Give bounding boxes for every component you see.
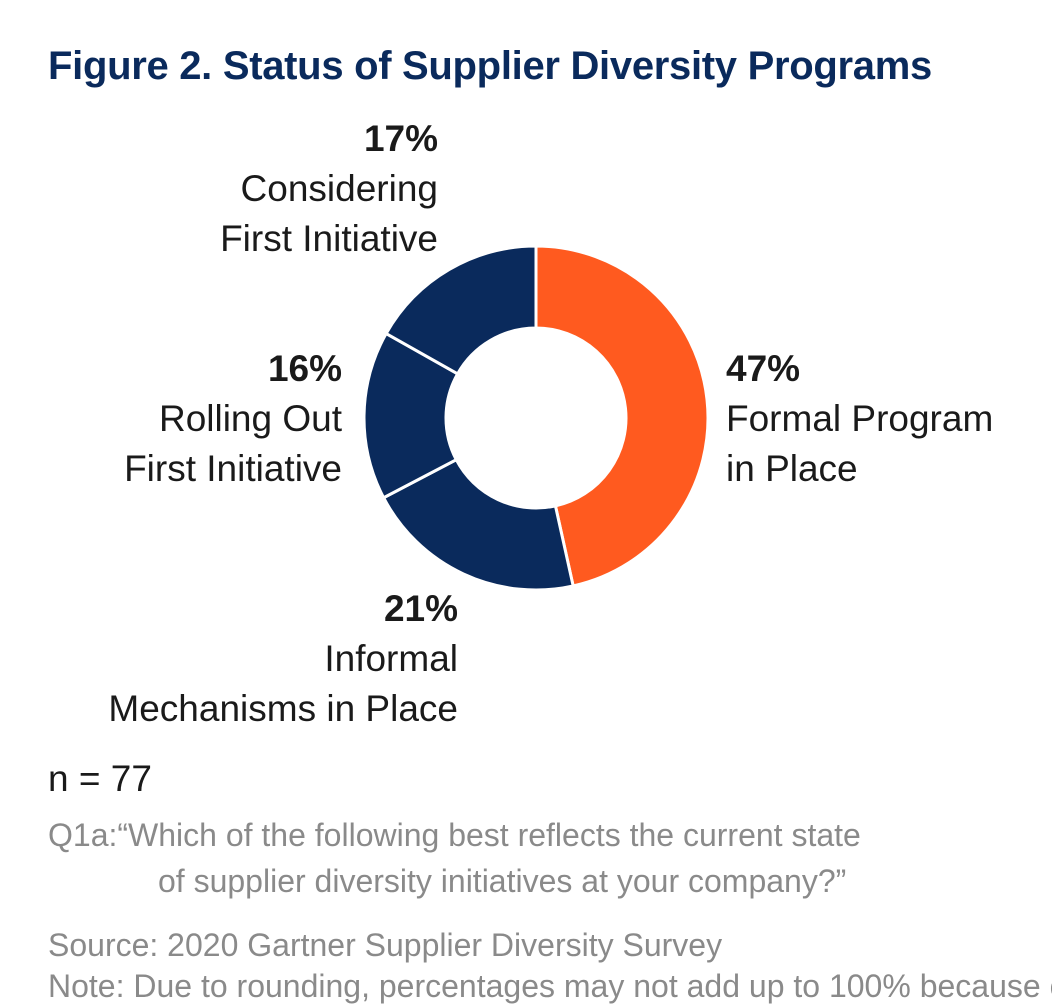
slice-label-considering: 17% Considering First Initiative [220,114,438,264]
slice-formal-program [534,244,710,588]
slice-value-label: 47% [726,348,801,389]
chart-title: Figure 2. Status of Supplier Diversity P… [48,44,932,88]
slice-category-label: Informal [324,638,458,679]
slice-category-label: Rolling Out [158,398,342,439]
footnote: Note: Due to rounding, percentages may n… [48,968,1052,1004]
slice-category-label: Mechanisms in Place [108,688,458,729]
slice-value-label: 21% [383,588,458,629]
source-note: Source: 2020 Gartner Supplier Diversity … [48,927,723,963]
survey-question-line: Q1a:“Which of the following best reflect… [48,817,861,853]
slice-category-label: First Initiative [220,218,438,259]
slice-value-label: 17% [363,118,438,159]
slice-category-label: Formal Program [726,398,994,439]
sample-size: n = 77 [48,758,152,799]
slice-label-rolling-out: 16% Rolling Out First Initiative [124,344,342,494]
slice-considering [384,244,538,376]
survey-question: Q1a:“Which of the following best reflect… [48,812,1038,904]
survey-question-line: of supplier diversity initiatives at you… [158,863,847,899]
slice-category-label: in Place [726,448,858,489]
slice-informal-mechanisms [381,457,575,592]
slice-label-informal: 21% Informal Mechanisms in Place [108,584,458,734]
slice-category-label: Considering [240,168,438,209]
slice-value-label: 16% [267,348,342,389]
slice-label-formal: 47% Formal Program in Place [726,344,993,494]
slice-category-label: First Initiative [124,448,342,489]
